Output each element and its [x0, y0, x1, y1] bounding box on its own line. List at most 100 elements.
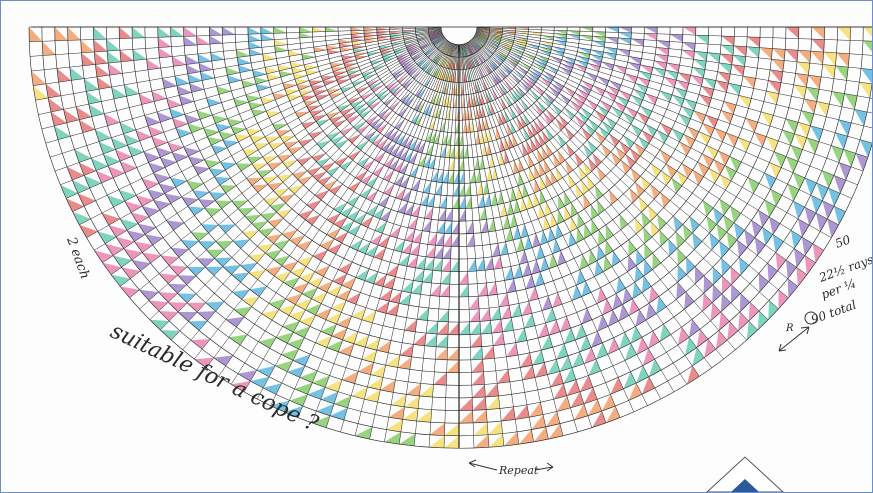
triangle-cell [597, 315, 608, 332]
triangle-cell [287, 95, 302, 101]
triangle-cell [528, 69, 540, 80]
triangle-cell [258, 227, 275, 238]
triangle-cell [219, 131, 235, 140]
triangle-cell [296, 84, 311, 91]
triangle-cell [624, 343, 637, 361]
triangle-cell [148, 162, 166, 174]
triangle-cell [545, 411, 560, 427]
triangle-cell [203, 128, 220, 137]
triangle-cell [835, 65, 849, 81]
triangle-cell [720, 44, 734, 56]
triangle-cell [657, 214, 667, 231]
triangle-cell [139, 289, 159, 301]
triangle-cell [528, 31, 542, 36]
triangle-cell [432, 258, 443, 272]
triangle-cell [67, 166, 85, 181]
triangle-cell [640, 64, 653, 75]
triangle-cell [376, 32, 390, 36]
triangle-cell [797, 61, 810, 76]
triangle-cell [279, 193, 295, 204]
triangle-cell [593, 85, 605, 96]
triangle-cell [676, 80, 689, 91]
triangle-cell [136, 195, 154, 207]
triangle-cell [526, 43, 539, 50]
triangle-cell [352, 45, 366, 50]
triangle-cell [746, 46, 760, 58]
triangle-cell [545, 143, 553, 157]
triangle-cell [409, 165, 419, 178]
triangle-cell [506, 278, 517, 293]
triangle-cell [821, 170, 834, 189]
triangle-cell [151, 136, 168, 148]
triangle-cell [316, 140, 331, 149]
triangle-cell [272, 124, 288, 131]
triangle-cell [744, 230, 755, 248]
triangle-cell [347, 209, 360, 221]
triangle-cell [434, 182, 443, 196]
triangle-cell [551, 49, 564, 57]
triangle-cell [333, 217, 347, 229]
triangle-cell [538, 49, 551, 56]
triangle-cell [312, 114, 327, 122]
triangle-cell [706, 216, 717, 233]
triangle-cell [297, 255, 314, 267]
triangle-cell [273, 239, 290, 250]
triangle-cell [330, 135, 345, 145]
right-note-line1: 50 [833, 232, 852, 251]
triangle-cell [561, 59, 575, 68]
grid-ray [428, 44, 458, 448]
triangle-cell [367, 377, 383, 390]
triangle-cell [537, 133, 546, 147]
triangle-cell [31, 71, 46, 86]
triangle-cell [418, 154, 427, 167]
triangle-cell [558, 114, 569, 127]
triangle-cell [520, 197, 527, 212]
triangle-cell [95, 129, 112, 142]
grid-ray [473, 36, 816, 263]
triangle-cell [511, 303, 522, 318]
triangle-cell [581, 308, 593, 325]
triangle-cell [102, 262, 122, 275]
triangle-cell [453, 170, 459, 184]
triangle-cell [86, 91, 102, 105]
triangle-cell [178, 311, 198, 322]
triangle-cell [793, 84, 807, 99]
triangle-cell [167, 142, 184, 153]
triangle-cell [432, 65, 440, 77]
triangle-cell [785, 118, 799, 134]
triangle-cell [534, 84, 545, 96]
triangle-cell [536, 148, 544, 163]
triangle-cell [389, 27, 403, 30]
triangle-cell [514, 36, 528, 42]
triangle-cell [831, 145, 844, 163]
triangle-cell [786, 156, 799, 173]
triangle-cell [441, 258, 451, 272]
triangle-cell [392, 86, 404, 97]
triangle-cell [132, 49, 147, 61]
triangle-cell [785, 49, 799, 62]
triangle-cell [656, 40, 670, 49]
grid-ray [473, 37, 808, 275]
grid-ray [474, 36, 824, 251]
triangle-cell [233, 98, 249, 107]
triangle-cell [196, 35, 210, 45]
triangle-cell [108, 225, 128, 237]
triangle-cell [447, 170, 454, 184]
triangle-cell [281, 261, 298, 272]
triangle-cell [535, 57, 548, 65]
triangle-cell [370, 365, 386, 378]
triangle-cell [797, 218, 810, 237]
triangle-cell [206, 249, 224, 259]
triangle-cell [166, 220, 185, 231]
grid-ray [79, 35, 444, 226]
triangle-cell [381, 140, 393, 152]
triangle-cell [768, 80, 782, 94]
grid-ray [66, 33, 443, 199]
triangle-cell [548, 253, 558, 269]
grid-ray [464, 43, 593, 428]
triangle-cell [353, 335, 369, 348]
triangle-cell [467, 94, 471, 108]
triangle-cell [187, 302, 206, 313]
triangle-cell [361, 92, 374, 101]
triangle-cell [434, 66, 442, 78]
